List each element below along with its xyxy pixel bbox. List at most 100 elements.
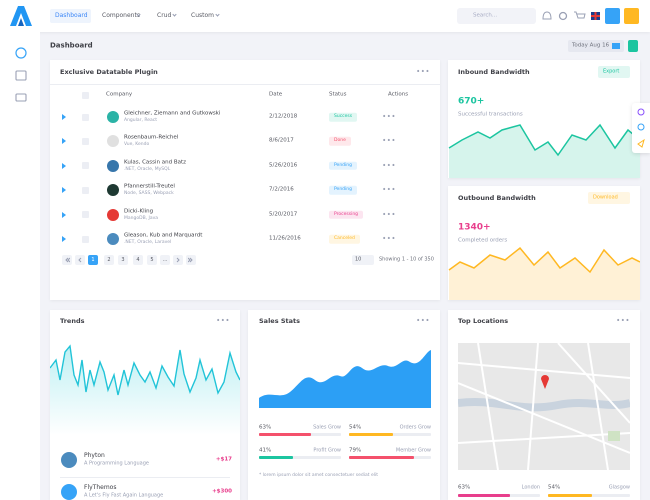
area <box>259 350 431 408</box>
chart-icon[interactable] <box>15 70 27 81</box>
company-logo <box>107 233 119 245</box>
inbound-chart <box>448 123 640 178</box>
stat-name: Profit Grow <box>313 447 341 454</box>
row-date: 11/26/2016 <box>269 235 301 242</box>
flag-cross <box>591 12 600 20</box>
add-button[interactable] <box>628 40 638 52</box>
row-checkbox[interactable] <box>82 186 89 194</box>
page-size-select[interactable] <box>352 255 374 265</box>
company-logo <box>107 135 119 148</box>
progress-bar <box>349 456 414 459</box>
home-icon[interactable] <box>15 47 27 59</box>
apps-button[interactable] <box>624 8 639 24</box>
more-button[interactable]: ••• <box>616 316 630 325</box>
toolbar-icons <box>637 108 645 148</box>
map[interactable] <box>458 343 630 470</box>
row-checkbox[interactable] <box>82 137 89 145</box>
more-button[interactable]: ••• <box>416 316 430 325</box>
card-value: 670+ <box>458 96 485 107</box>
nav-item[interactable]: Custom <box>191 12 214 19</box>
row-checkbox[interactable] <box>82 211 89 219</box>
more-button[interactable]: ••• <box>382 234 396 243</box>
progress-bar <box>349 433 394 436</box>
page-info: Showing 1 - 10 of 350 <box>379 256 434 263</box>
row-checkbox[interactable] <box>82 235 89 243</box>
more-button[interactable]: ••• <box>382 161 396 170</box>
date-icon <box>612 43 620 49</box>
card-button-label[interactable]: Export <box>603 68 620 75</box>
stat-name: Member Grow <box>395 447 431 454</box>
header-checkbox[interactable] <box>82 92 89 99</box>
nav-active-bg[interactable] <box>50 9 91 23</box>
row-date: 2/12/2018 <box>269 113 298 120</box>
date-button[interactable] <box>568 40 624 52</box>
row-checkbox[interactable] <box>82 113 89 121</box>
stat-value: 63% <box>259 424 272 431</box>
map-pin <box>541 375 549 389</box>
progress-bar <box>259 433 311 436</box>
monitor-icon[interactable] <box>15 93 27 102</box>
bell-icon[interactable] <box>542 11 552 20</box>
expand-arrow[interactable] <box>62 187 66 194</box>
stat-name: Sales Grow <box>313 424 341 431</box>
search-box[interactable] <box>457 8 536 24</box>
page-size[interactable]: 10 <box>355 256 362 263</box>
company-logo <box>107 184 119 197</box>
card-button-label[interactable]: Download <box>593 194 618 201</box>
page-button[interactable]: 1 <box>88 255 98 265</box>
more-button[interactable]: ••• <box>382 210 396 219</box>
item-amount: +$300 <box>212 488 232 495</box>
tool-icon[interactable] <box>637 138 645 148</box>
stats-note: * lorem ipsum dolor sit amet consectetue… <box>259 472 378 478</box>
expand-arrow[interactable] <box>62 211 66 218</box>
page-button[interactable] <box>75 255 85 265</box>
more-button[interactable]: ••• <box>216 316 230 325</box>
row-checkbox[interactable] <box>82 162 89 170</box>
page-button[interactable]: 3 <box>118 255 128 265</box>
cart-icon[interactable] <box>574 11 586 19</box>
progress-bar <box>259 456 293 459</box>
page-button[interactable]: ... <box>160 255 170 265</box>
nav-item[interactable]: Components <box>102 12 140 19</box>
expand-arrow[interactable] <box>62 138 66 145</box>
company-tech: MangoDB, Java <box>124 215 159 221</box>
tool-icon[interactable] <box>637 123 645 131</box>
date-label[interactable]: Today Aug 16 <box>572 42 610 49</box>
status-badge: Pending <box>329 185 357 195</box>
more-button[interactable]: ••• <box>382 136 396 145</box>
logo-shape <box>10 6 32 26</box>
page-button[interactable] <box>173 255 183 265</box>
gear-icon[interactable] <box>558 11 568 21</box>
page-button[interactable] <box>186 255 196 265</box>
expand-arrow[interactable] <box>62 162 66 169</box>
card-title: Exclusive Datatable Plugin <box>60 67 158 76</box>
company-tech: Vue, Kendo <box>124 142 150 148</box>
expand-arrow[interactable] <box>62 114 66 120</box>
page-button[interactable] <box>62 255 72 265</box>
stat-name: Glasgow <box>608 484 630 491</box>
tool-icon[interactable] <box>637 108 645 116</box>
more-button[interactable]: ••• <box>382 185 396 194</box>
company-logo <box>107 208 119 221</box>
card-caption: Successful transactions <box>458 111 523 118</box>
company-logo <box>107 111 119 123</box>
user-button[interactable] <box>605 8 620 24</box>
card-button[interactable] <box>598 66 630 78</box>
more-button[interactable]: ••• <box>382 112 396 121</box>
more-button[interactable]: ••• <box>416 67 430 76</box>
company-logo <box>107 159 119 172</box>
logo[interactable] <box>8 6 34 26</box>
stat-name: Orders Grow <box>399 424 431 431</box>
sales-chart <box>259 350 431 408</box>
nav-item[interactable]: Crud <box>157 12 172 19</box>
page-button[interactable]: 4 <box>133 255 143 265</box>
nav-item[interactable]: Dashboard <box>55 12 88 19</box>
page-button[interactable]: 2 <box>104 255 114 265</box>
page-button[interactable]: 5 <box>147 255 157 265</box>
column-header: Date <box>269 91 283 98</box>
status-badge: Done <box>329 137 351 146</box>
expand-arrow[interactable] <box>62 236 66 242</box>
search-placeholder[interactable]: Search... <box>473 12 498 19</box>
card-button[interactable] <box>588 192 630 204</box>
